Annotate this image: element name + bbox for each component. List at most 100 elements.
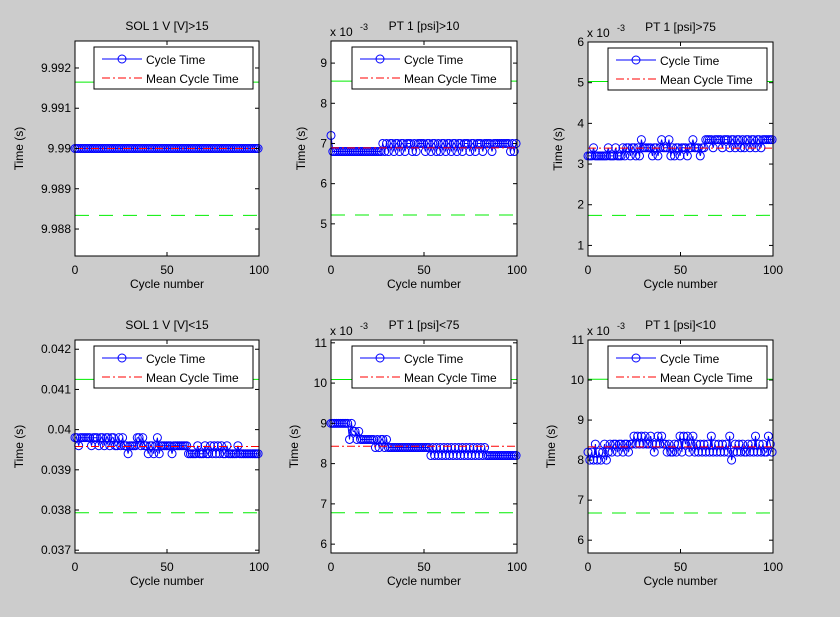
legend-circle-marker-icon [117, 54, 127, 64]
x-tick-label: 0 [328, 263, 335, 277]
cycle-time-marker [600, 439, 610, 449]
y-tick-label: 0.039 [41, 463, 71, 477]
x-tick-label: 100 [763, 263, 783, 277]
y-tick-label: 9.988 [41, 222, 71, 236]
cycle-time-marker [749, 135, 759, 145]
subplot-6: 6 7 8 9 10 11 0 50 100 PT 1 [psi]<10 Cycle number T… [544, 318, 783, 588]
x-tick-label: 50 [417, 263, 431, 277]
cycle-time-marker [688, 431, 698, 441]
cycle-time-marker [749, 447, 759, 457]
cycle-time-marker [725, 431, 735, 441]
legend-label-cycle-time: Cycle Time [660, 54, 720, 68]
cycle-time-marker [635, 151, 645, 161]
cycle-time-marker [762, 447, 772, 457]
legend-label-mean-cycle-time: Mean Cycle Time [146, 72, 239, 86]
legend-box [607, 345, 768, 389]
y-tick-label: 11 [315, 336, 328, 350]
legend-box [351, 46, 512, 90]
y-tick-label: 9.99 [48, 142, 72, 156]
y-multiplier: x 10 [330, 324, 353, 338]
x-tick-label: 100 [507, 560, 527, 574]
legend: Cycle Time Mean Cycle Time [351, 345, 512, 389]
subplot-3: 1 2 3 4 5 6 0 50 100 PT 1 [psi]>75 Cycle number Tim… [551, 20, 783, 291]
y-tick-label: 8 [320, 457, 327, 471]
x-axis-label: Cycle number [643, 277, 717, 291]
x-tick-label: 50 [674, 263, 688, 277]
legend: Cycle Time Mean Cycle Time [93, 345, 254, 389]
cycle-time-marker [152, 433, 162, 443]
legend-label-cycle-time: Cycle Time [146, 53, 206, 67]
legend-box [607, 47, 768, 91]
subplot-title: PT 1 [psi]>10 [389, 19, 460, 33]
cycle-time-marker [723, 135, 733, 145]
legend-label-mean-cycle-time: Mean Cycle Time [660, 73, 753, 87]
cycle-time-marker [706, 431, 716, 441]
legend-box [351, 345, 512, 389]
legend: Cycle Time Mean Cycle Time [93, 46, 254, 90]
legend-circle-marker-icon [631, 55, 641, 65]
cycle-time-marker [695, 151, 705, 161]
subplot-5: 6 7 8 9 10 11 0 50 100 PT 1 [psi]<75 Cycle number T… [287, 318, 527, 588]
y-tick-label: 6 [577, 533, 584, 547]
subplot-1: 9.988 9.989 9.99 9.991 9.992 0 50 100 SOL 1 V [V… [12, 19, 269, 291]
subplot-4: 0.037 0.038 0.039 0.04 0.041 0.042 0 50 100 SOL 1… [12, 318, 269, 588]
cycle-time-marker [682, 431, 692, 441]
cycle-time-marker [767, 447, 777, 457]
y-axis-label: Time (s) [287, 425, 301, 469]
cycle-time-marker [751, 431, 761, 441]
subplot-title: PT 1 [psi]<10 [645, 318, 716, 332]
y-tick-label: 8 [320, 96, 327, 110]
y-multiplier-exponent: -3 [360, 321, 368, 331]
y-tick-label: 9.992 [41, 61, 71, 75]
legend-label-cycle-time: Cycle Time [146, 352, 206, 366]
cycle-time-marker [631, 151, 641, 161]
legend-box [93, 46, 254, 90]
x-axis-label: Cycle number [130, 574, 204, 588]
y-tick-label: 5 [577, 76, 584, 90]
cycle-time-marker [664, 135, 674, 145]
cycle-time-marker [666, 151, 676, 161]
legend-circle-marker-icon [375, 353, 385, 363]
y-tick-label: 0.037 [41, 543, 71, 557]
y-axis-label: Time (s) [12, 127, 26, 171]
y-tick-label: 9.991 [41, 101, 71, 115]
y-tick-label: 10 [571, 373, 585, 387]
cycle-time-marker [657, 135, 667, 145]
x-tick-label: 50 [674, 560, 688, 574]
cycle-time-marker [616, 151, 626, 161]
cycle-time-marker [704, 447, 714, 457]
legend: Cycle Time Mean Cycle Time [607, 47, 768, 91]
cycle-time-marker [675, 431, 685, 441]
cycle-time-marker [738, 135, 748, 145]
x-tick-label: 100 [249, 263, 269, 277]
legend-label-mean-cycle-time: Mean Cycle Time [146, 371, 239, 385]
y-tick-label: 8 [577, 453, 584, 467]
cycle-time-marker [511, 451, 521, 461]
y-tick-label: 1 [577, 238, 584, 252]
x-tick-label: 0 [72, 560, 79, 574]
y-axis-label: Time (s) [294, 127, 308, 171]
x-tick-label: 0 [72, 263, 79, 277]
y-tick-label: 0.04 [48, 423, 72, 437]
legend-circle-marker-icon [631, 353, 641, 363]
subplot-title: SOL 1 V [V]<15 [125, 318, 209, 332]
cycle-time-marker [620, 151, 630, 161]
y-tick-label: 9 [320, 56, 327, 70]
x-tick-label: 50 [160, 560, 174, 574]
cycle-time-marker [590, 439, 600, 449]
cycle-time-marker [682, 151, 692, 161]
cycle-time-marker [728, 135, 738, 145]
x-tick-label: 0 [585, 263, 592, 277]
cycle-time-marker [743, 135, 753, 145]
cycle-time-marker [343, 418, 353, 428]
cycle-time-marker [677, 447, 687, 457]
x-tick-label: 50 [417, 560, 431, 574]
x-tick-label: 100 [763, 560, 783, 574]
x-axis-label: Cycle number [387, 277, 461, 291]
y-tick-label: 7 [320, 136, 327, 150]
y-tick-label: 6 [320, 177, 327, 191]
cycle-time-marker [670, 151, 680, 161]
cycle-time-marker [723, 447, 733, 457]
y-tick-label: 6 [577, 35, 584, 49]
y-multiplier: x 10 [587, 26, 610, 40]
